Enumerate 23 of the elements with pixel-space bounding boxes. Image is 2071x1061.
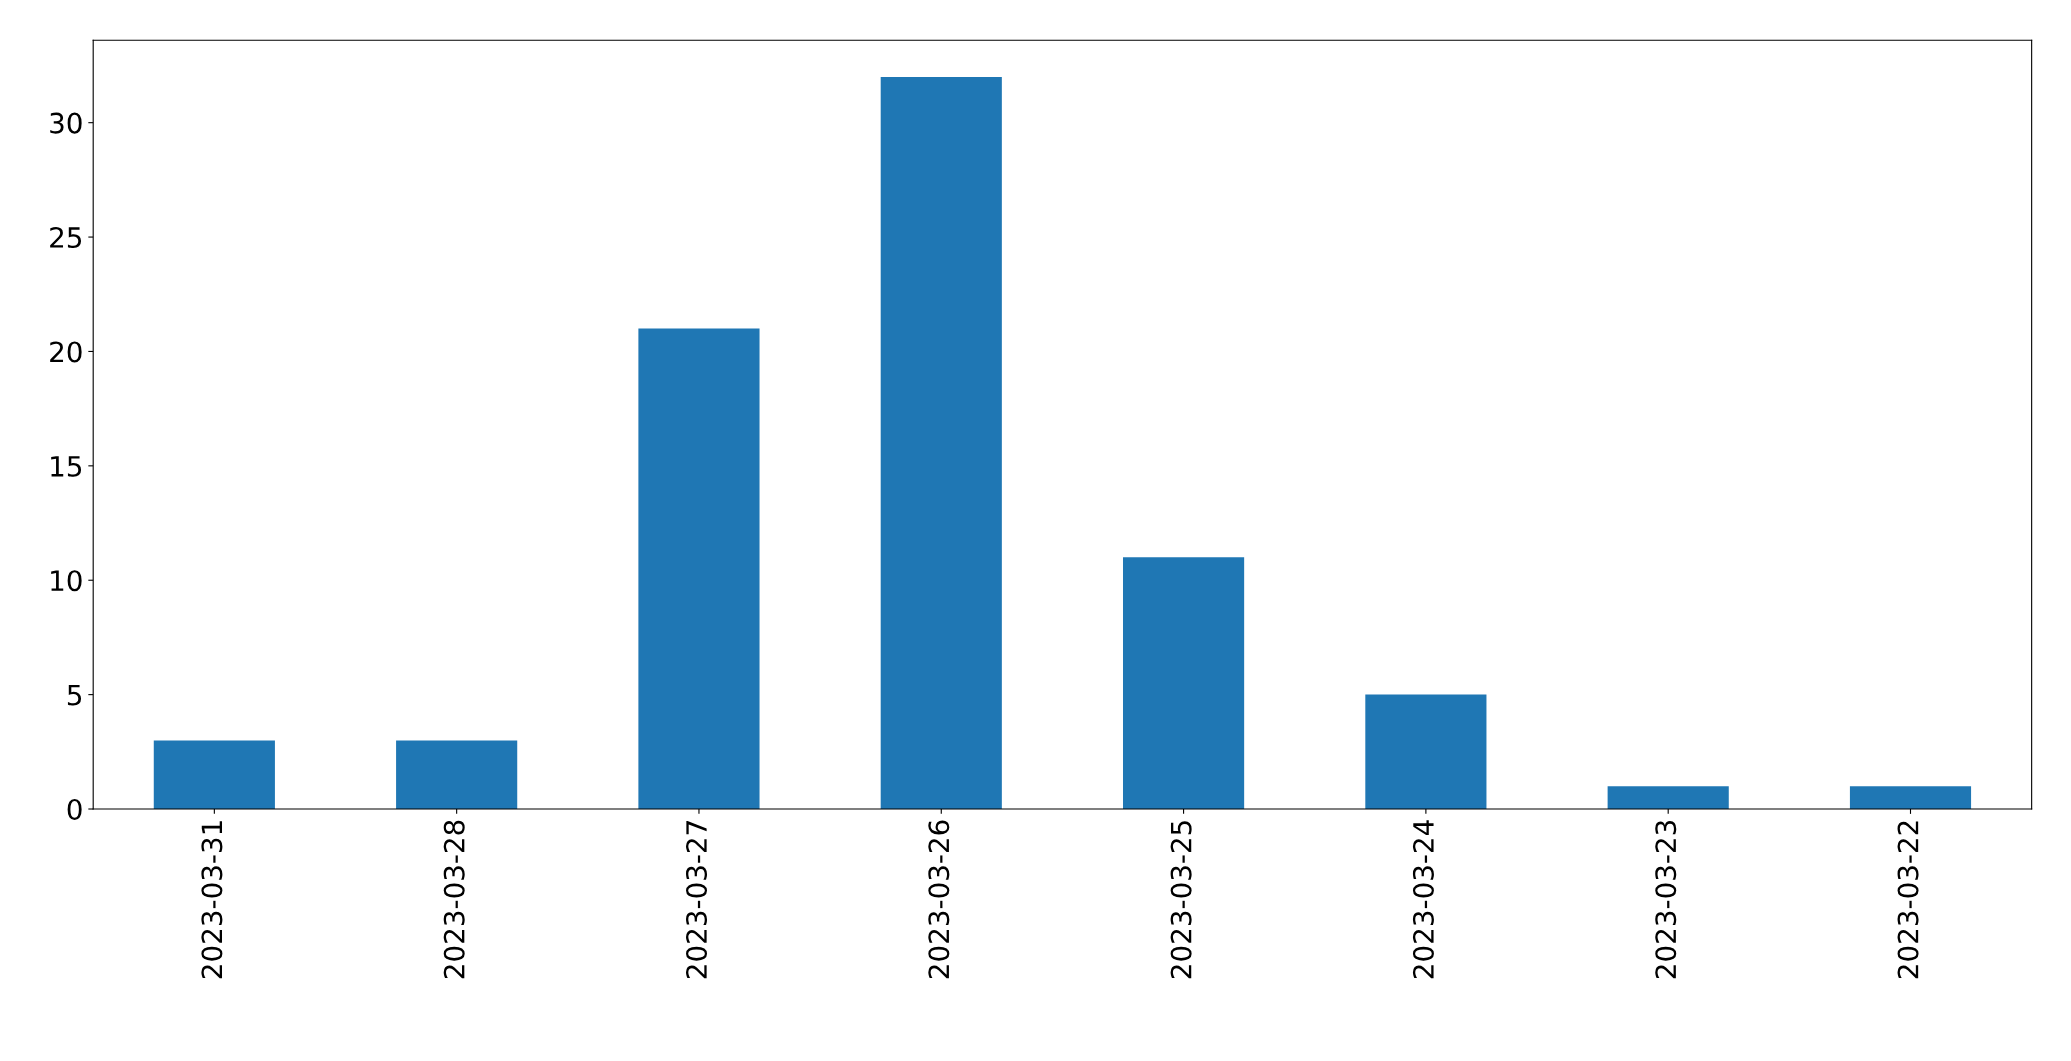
bar <box>396 740 518 810</box>
y-tick-label: 25 <box>50 227 82 249</box>
x-tick-label: 2023-03-28 <box>443 820 465 979</box>
bar <box>1607 786 1729 810</box>
y-tick-label: 20 <box>50 341 82 363</box>
x-tick-label: 2023-03-22 <box>1897 821 1919 979</box>
x-tick-label: 2023-03-26 <box>928 820 950 979</box>
x-tick-label: 2023-03-25 <box>1170 821 1192 979</box>
y-tick-label: 5 <box>67 684 82 706</box>
bar <box>1365 694 1487 810</box>
y-tick-label: 10 <box>51 570 82 592</box>
bar <box>1849 786 1972 810</box>
bar <box>638 328 760 810</box>
bar <box>1123 557 1245 810</box>
bar <box>880 76 1002 810</box>
bar <box>153 740 275 810</box>
y-tick-label: 15 <box>51 456 82 477</box>
x-tick-label: 2023-03-31 <box>201 821 223 979</box>
x-tick-label: 2023-03-27 <box>686 821 708 979</box>
y-tick-label: 0 <box>67 798 82 820</box>
x-tick-label: 2023-03-24 <box>1412 820 1434 979</box>
y-tick-label: 30 <box>50 112 82 134</box>
x-tick-label: 2023-03-23 <box>1655 820 1677 979</box>
